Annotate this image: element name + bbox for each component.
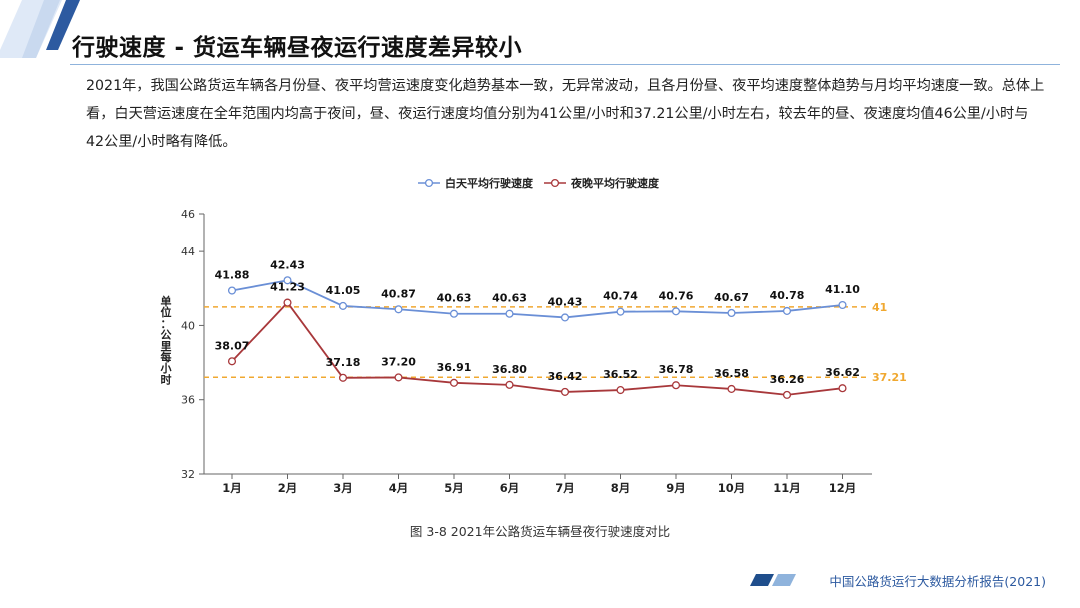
data-point — [838, 300, 847, 310]
x-tick-label: 11月 — [773, 481, 801, 495]
data-point — [616, 307, 625, 316]
data-label: 38.07 — [215, 339, 250, 352]
footer-decoration — [750, 574, 796, 586]
data-label: 36.80 — [492, 363, 527, 376]
data-point — [782, 390, 792, 399]
data-point — [505, 380, 514, 389]
x-tick-label: 10月 — [718, 481, 746, 495]
title-divider — [70, 64, 1060, 65]
data-label: 40.87 — [381, 287, 416, 300]
data-point — [838, 384, 847, 393]
data-point — [727, 384, 736, 393]
x-tick-label: 3月 — [333, 481, 353, 495]
data-label: 36.62 — [825, 366, 860, 379]
data-point — [505, 309, 514, 318]
data-label: 41.88 — [215, 269, 250, 282]
data-label: 42.43 — [270, 258, 305, 271]
data-label: 36.91 — [437, 361, 472, 374]
y-tick-label: 36 — [181, 394, 195, 407]
data-point — [283, 298, 292, 307]
data-label: 36.26 — [770, 373, 805, 386]
corner-decoration — [0, 0, 80, 58]
data-label: 36.58 — [714, 367, 749, 380]
x-tick-label: 1月 — [222, 481, 242, 495]
data-label: 40.67 — [714, 291, 749, 304]
y-tick-label: 46 — [181, 208, 195, 221]
x-tick-label: 9月 — [666, 481, 686, 495]
legend-entry: 白天平均行驶速度 — [445, 176, 534, 190]
data-point — [616, 386, 625, 395]
figure-caption: 图 3-8 2021年公路货运车辆昼夜行驶速度对比 — [409, 524, 671, 539]
data-point — [338, 373, 348, 382]
data-label: 41.10 — [825, 283, 860, 296]
data-label: 40.78 — [770, 289, 805, 302]
data-point — [671, 307, 681, 316]
x-tick-label: 12月 — [829, 481, 857, 495]
data-point — [394, 305, 403, 314]
data-point — [449, 378, 459, 387]
data-label: 40.74 — [603, 290, 638, 303]
reference-label: 37.21 — [872, 371, 907, 384]
data-label: 36.78 — [659, 363, 694, 376]
x-tick-label: 6月 — [500, 481, 520, 495]
data-point — [227, 357, 237, 366]
y-tick-label: 44 — [181, 245, 195, 258]
data-label: 36.52 — [603, 368, 638, 381]
page-title: 行驶速度 - 货运车辆昼夜运行速度差异较小 — [72, 35, 523, 61]
legend-marker — [424, 178, 434, 188]
series-line-day — [231, 279, 843, 319]
data-point — [227, 286, 237, 295]
data-label: 36.42 — [548, 370, 583, 383]
legend-marker — [550, 178, 560, 188]
summary-paragraph: 2021年，我国公路货运车辆各月份昼、夜平均营运速度变化趋势基本一致，无异常波动… — [86, 78, 1045, 150]
y-axis-label: 单位：公里每小时 — [160, 294, 172, 386]
data-point — [560, 387, 570, 396]
reference-label: 41 — [872, 301, 887, 314]
series-line-night — [231, 301, 843, 396]
x-tick-label: 7月 — [555, 481, 575, 495]
data-label: 40.43 — [548, 295, 583, 308]
data-point — [394, 373, 403, 382]
legend-entry: 夜晚平均行驶速度 — [570, 176, 660, 190]
data-point — [283, 276, 292, 285]
x-tick-label: 8月 — [611, 481, 631, 495]
x-tick-label: 2月 — [278, 481, 298, 495]
data-point — [727, 308, 736, 318]
y-tick-label: 32 — [181, 468, 195, 481]
data-label: 37.18 — [326, 356, 361, 369]
data-label: 40.63 — [437, 292, 472, 305]
data-point — [449, 309, 459, 318]
data-label: 37.20 — [381, 355, 416, 368]
footer-report-name: 中国公路货运行大数据分析报告(2021) — [829, 574, 1046, 589]
data-point — [338, 301, 348, 310]
data-label: 41.05 — [326, 284, 361, 297]
data-label: 40.76 — [659, 289, 694, 302]
y-tick-label: 40 — [181, 319, 195, 332]
data-label: 40.63 — [492, 292, 527, 305]
x-tick-label: 4月 — [389, 481, 409, 495]
x-tick-label: 5月 — [444, 481, 464, 495]
data-point — [671, 381, 681, 390]
data-point — [560, 313, 570, 322]
data-point — [782, 306, 792, 315]
data-label: 41.23 — [270, 281, 305, 294]
